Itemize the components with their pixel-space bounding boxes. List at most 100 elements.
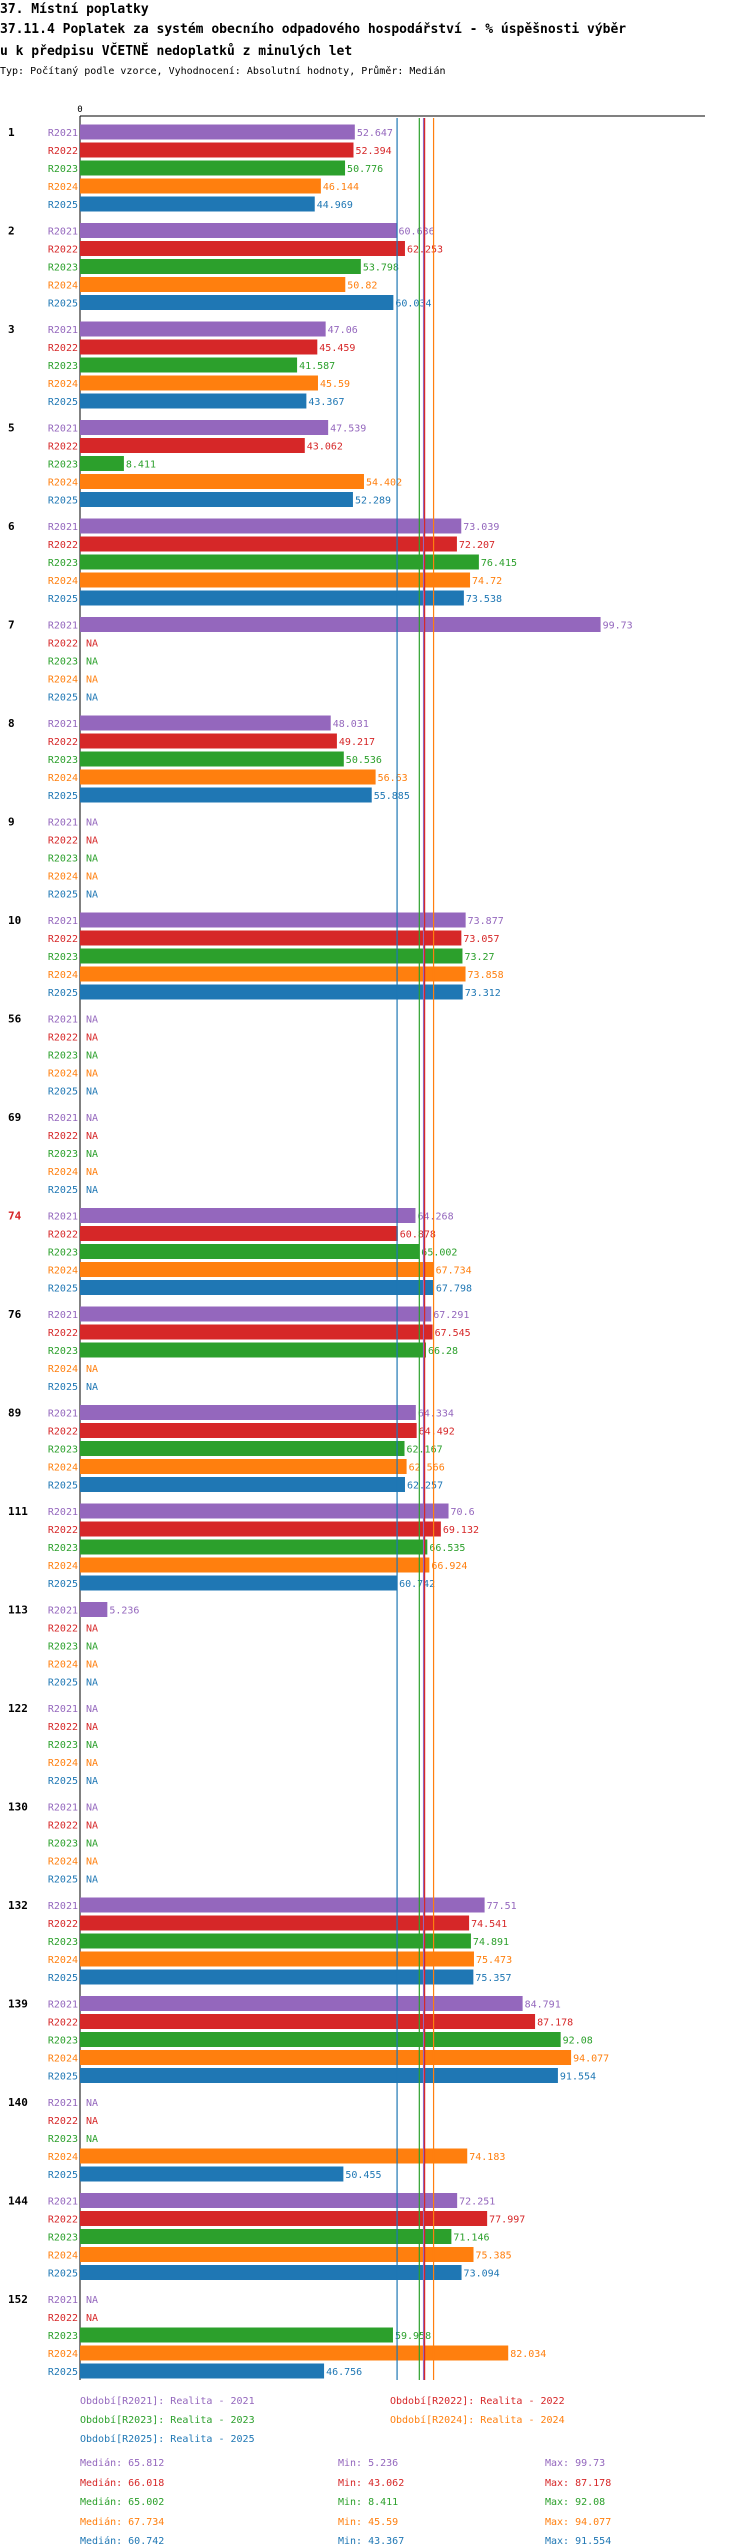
series-label: R2021	[48, 2000, 78, 2011]
bar	[80, 2345, 509, 2361]
bar	[80, 1503, 449, 1519]
series-label: R2025	[48, 693, 78, 704]
series-label: R2021	[48, 1901, 78, 1912]
series-label: R2023	[48, 1445, 78, 1456]
bar-value-label: 65.002	[421, 1248, 457, 1259]
bar	[80, 295, 394, 310]
legend-median: Medián: 67.734	[80, 2516, 165, 2528]
na-label: NA	[86, 1803, 98, 1814]
series-label: R2021	[48, 325, 78, 336]
series-label: R2025	[48, 1481, 78, 1492]
bar	[80, 751, 344, 767]
na-label: NA	[86, 1704, 98, 1715]
na-label: NA	[86, 1149, 98, 1160]
series-label: R2024	[48, 872, 78, 883]
series-label: R2025	[48, 1875, 78, 1886]
bar	[80, 1575, 398, 1591]
na-label: NA	[86, 1722, 98, 1733]
bar-value-label: 64.492	[419, 1427, 455, 1438]
series-label: R2024	[48, 1955, 78, 1966]
series-label: R2023	[48, 2331, 78, 2342]
series-label: R2023	[48, 952, 78, 963]
na-label: NA	[86, 1382, 98, 1393]
legend-max: Max: 99.73	[545, 2458, 606, 2469]
legend-max: Max: 87.178	[545, 2477, 612, 2489]
bar	[80, 948, 463, 964]
bar	[80, 912, 466, 928]
bar-value-label: 44.969	[317, 200, 353, 211]
series-label: R2021	[48, 621, 78, 632]
bar-value-label: 77.51	[487, 1901, 517, 1912]
bar	[80, 930, 462, 946]
series-label: R2025	[48, 1284, 78, 1295]
bar-value-label: 53.798	[363, 263, 399, 274]
bar	[80, 2014, 536, 2029]
bar-value-label: 55.885	[374, 791, 410, 802]
bar	[80, 1208, 416, 1223]
group-label: 144	[8, 2195, 28, 2208]
bar	[80, 2363, 325, 2379]
bar	[80, 2148, 468, 2164]
na-label: NA	[86, 1857, 98, 1868]
bar	[80, 1557, 430, 1573]
series-label: R2024	[48, 1660, 78, 1671]
na-label: NA	[86, 1660, 98, 1671]
series-label: R2021	[48, 1606, 78, 1617]
group-label: 10	[8, 914, 21, 927]
series-label: R2024	[48, 2152, 78, 2163]
na-label: NA	[86, 2098, 98, 2109]
series-label: R2021	[48, 1212, 78, 1223]
bar-value-label: 94.077	[573, 2054, 609, 2065]
na-label: NA	[86, 1740, 98, 1751]
series-label: R2022	[48, 245, 78, 256]
series-label: R2022	[48, 2313, 78, 2324]
series-label: R2025	[48, 1776, 78, 1787]
na-label: NA	[86, 1821, 98, 1832]
bar-value-label: 5.236	[109, 1606, 139, 1617]
group-label: 113	[8, 1604, 28, 1617]
bar-value-label: 67.734	[436, 1266, 472, 1277]
na-label: NA	[86, 1875, 98, 1886]
legend-median: Medián: 60.742	[80, 2536, 165, 2547]
series-label: R2025	[48, 2367, 78, 2378]
bar-value-label: 73.312	[465, 988, 501, 999]
series-label: R2022	[48, 737, 78, 748]
legend-period: Období[R2022]: Realita - 2022	[390, 2396, 565, 2407]
series-label: R2022	[48, 1328, 78, 1339]
na-label: NA	[86, 675, 98, 686]
bar	[80, 1244, 420, 1259]
bar	[80, 536, 457, 552]
bar-value-label: 52.647	[357, 128, 393, 139]
bar	[80, 1405, 416, 1420]
bar	[80, 1423, 417, 1438]
group-label: 139	[8, 1998, 28, 2011]
bar-value-label: 47.06	[328, 325, 358, 336]
bar-value-label: 46.144	[323, 182, 359, 193]
bar	[80, 1602, 108, 1617]
bar	[80, 259, 361, 274]
bar	[80, 1996, 523, 2011]
bar	[80, 1306, 432, 1322]
bar	[80, 2327, 393, 2343]
group-label: 1	[8, 126, 15, 139]
series-label: R2024	[48, 1758, 78, 1769]
bar-value-label: 77.997	[489, 2215, 525, 2226]
bar	[80, 2211, 488, 2226]
series-label: R2025	[48, 2269, 78, 2280]
series-label: R2024	[48, 1266, 78, 1277]
bar-value-label: 75.473	[476, 1955, 512, 1966]
na-label: NA	[86, 657, 98, 668]
na-label: NA	[86, 1131, 98, 1142]
na-label: NA	[86, 1678, 98, 1689]
bar	[80, 223, 397, 238]
bar-value-label: 70.6	[451, 1507, 475, 1518]
series-label: R2021	[48, 1015, 78, 1026]
bar	[80, 1915, 470, 1931]
bar-value-label: 52.289	[355, 496, 391, 507]
series-label: R2021	[48, 1507, 78, 1518]
na-label: NA	[86, 1087, 98, 1098]
bar	[80, 241, 405, 256]
series-label: R2021	[48, 2295, 78, 2306]
group-label: 2	[8, 225, 15, 238]
